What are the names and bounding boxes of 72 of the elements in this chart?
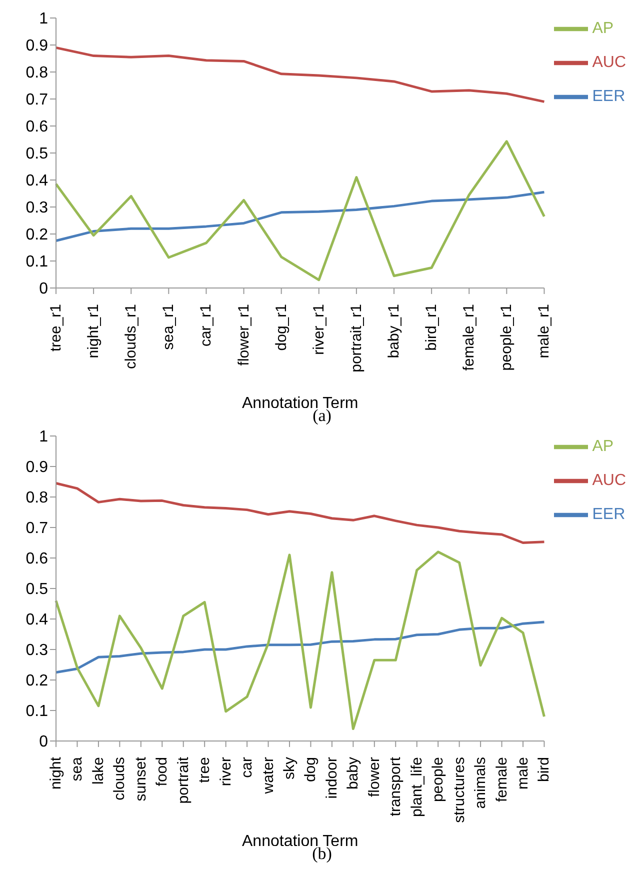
x-tick-label: lake: [90, 757, 107, 785]
x-tick-label: tree_r1: [48, 304, 64, 352]
x-tick-label: flower_r1: [235, 304, 252, 366]
legend-label: EER: [592, 88, 626, 106]
y-tick-label: 0.5: [26, 581, 48, 598]
legend-label: AP: [592, 438, 614, 456]
x-tick-label: clouds: [111, 757, 128, 800]
y-tick-label: 0.4: [26, 612, 48, 629]
x-tick-label: sky: [280, 756, 298, 780]
y-tick-label: 0.4: [26, 172, 48, 190]
x-tick-label: sea: [68, 756, 86, 782]
x-tick-label: car_r1: [198, 304, 215, 347]
x-tick-label: baby: [344, 756, 362, 790]
x-tick-label: female_r1: [460, 304, 478, 371]
y-tick-label: 0.3: [26, 200, 48, 217]
x-tick-label: dog: [302, 757, 320, 782]
line-series: [54, 482, 546, 544]
x-tick-label: dog_r1: [272, 304, 290, 351]
x-tick-label: portrait: [174, 756, 192, 804]
x-tick-label: sea_r1: [160, 304, 178, 350]
x-tick-label: people_r1: [498, 304, 516, 371]
legend-label: AP: [592, 20, 614, 38]
legend-label: AUC: [592, 472, 626, 490]
x-tick-label: bird: [536, 757, 553, 782]
y-tick-label: 0.2: [26, 226, 48, 244]
x-tick-label: portrait_r1: [348, 304, 365, 372]
y-tick-label: 0.7: [26, 520, 48, 538]
x-tick-label: night_r1: [85, 304, 102, 358]
x-tick-label: male_r1: [536, 304, 553, 358]
y-tick-label: 0.7: [26, 92, 48, 109]
x-tick-label: flower: [366, 757, 383, 798]
y-tick-label: 0.5: [26, 146, 48, 163]
y-tick-label: 0.9: [26, 38, 48, 55]
x-tick-label: car: [238, 757, 256, 778]
x-tick-label: indoor: [323, 757, 340, 799]
line-series: [54, 140, 546, 282]
y-tick-label: 0.1: [26, 254, 48, 271]
x-tick-label: tree: [196, 757, 214, 783]
line-series: [54, 550, 546, 730]
line-series: [54, 46, 546, 103]
x-tick-label: male: [514, 757, 532, 790]
x-tick-label: food: [154, 757, 171, 786]
x-tick-label: river: [217, 757, 234, 786]
line-series: [54, 620, 546, 674]
x-tick-label: sunset: [132, 756, 150, 802]
y-tick-label: 1: [39, 428, 48, 446]
y-tick-label: 0.9: [26, 459, 48, 476]
y-tick-label: 0.8: [26, 64, 48, 82]
legend-label: AUC: [592, 54, 626, 72]
y-tick-label: 0: [39, 280, 48, 298]
y-tick-label: 0.6: [26, 118, 48, 136]
x-tick-label: transport: [387, 756, 404, 816]
y-tick-label: 1: [39, 10, 48, 28]
y-tick-label: 0.3: [26, 642, 48, 660]
x-tick-label: plant_life: [408, 757, 426, 818]
x-tick-label: bird_r1: [423, 304, 440, 351]
y-tick-label: 0: [39, 734, 48, 751]
x-tick-label: night: [48, 756, 64, 790]
line-series: [54, 190, 546, 242]
legend-label: EER: [592, 506, 626, 524]
x-tick-label: female: [493, 757, 510, 802]
x-tick-label: people: [430, 757, 447, 802]
y-tick-label: 0.8: [26, 490, 48, 507]
x-tick-label: clouds_r1: [122, 304, 140, 370]
x-tick-label: baby_r1: [386, 304, 402, 358]
x-tick-label: animals: [472, 757, 490, 809]
x-tick-label: structures: [450, 757, 468, 823]
y-tick-label: 0.2: [26, 672, 48, 690]
y-tick-label: 0.1: [26, 703, 48, 720]
x-tick-label: river_r1: [310, 304, 328, 355]
x-tick-label: water: [260, 757, 277, 795]
y-tick-label: 0.6: [26, 550, 48, 568]
